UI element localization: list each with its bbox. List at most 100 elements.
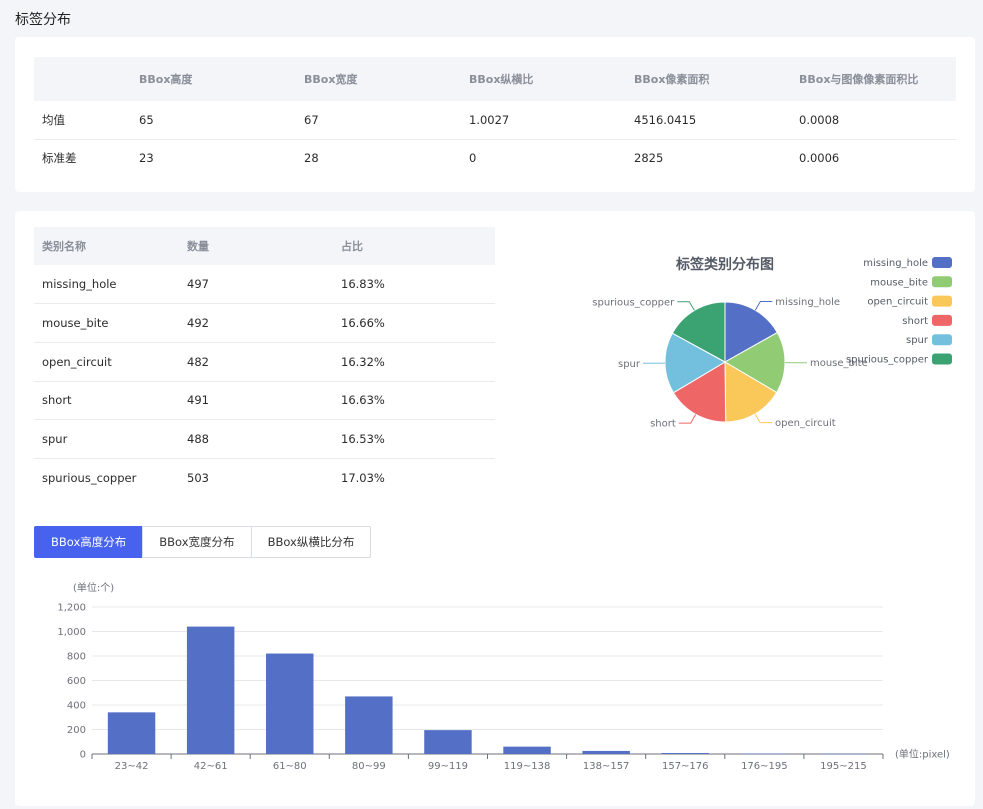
bar-80~99 (345, 696, 393, 754)
pie-slice-missing_hole (724, 301, 778, 363)
bar-61~80 (266, 653, 314, 754)
pie-title: 标签类别分布图 (675, 256, 774, 273)
table-cell: short (34, 381, 187, 421)
y-tick-label: 600 (67, 676, 86, 687)
bar-138~157 (582, 750, 630, 754)
bar-176~195 (740, 753, 789, 755)
table-cell: 4516.0415 (634, 101, 799, 140)
x-tick-label: 138~157 (583, 761, 630, 772)
table-cell: 0.0006 (799, 151, 840, 166)
y-tick-label: 200 (67, 725, 86, 736)
x-tick-label: 157~176 (662, 761, 709, 772)
table-cell: 23 (139, 151, 154, 166)
stats-header-cell: BBox与图像像素面积比 (799, 57, 956, 101)
table-row: spur 488 16.53% (34, 419, 495, 459)
table-cell: 0.0008 (799, 101, 956, 140)
bar-157~176 (661, 753, 709, 754)
table-cell: 16.63% (341, 381, 495, 421)
bbox-stats-table: BBox高度 BBox宽度 BBox纵横比 BBox像素面积 BBox与图像像素… (34, 57, 956, 177)
bbox-height-bar-chart: (单位:个) 0 200 400 600 800 1,000 1,200 23~42 42~61 6… (57, 581, 950, 772)
section-title: 标签分布 (15, 12, 71, 28)
stats-header-cell: BBox高度 (139, 57, 304, 101)
x-tick-label: 42~61 (194, 761, 228, 772)
bar-195~215 (819, 753, 868, 755)
table-cell: 16.66% (341, 303, 495, 343)
y-tick-label: 1,200 (57, 603, 86, 614)
table-cell: 16.83% (341, 265, 495, 305)
legend-label-short: short (902, 316, 928, 327)
table-cell: 28 (304, 151, 319, 166)
label-distribution-card: 类别名称 数量 占比 missing_hole 497 16.83% mouse… (15, 211, 975, 806)
x-tick-label: 195~215 (820, 761, 867, 772)
legend-swatch-spurious_copper (932, 353, 952, 365)
table-cell: 16.53% (341, 419, 495, 459)
x-tick-label: 61~80 (273, 761, 307, 772)
pie-slice-spurious_copper (671, 301, 726, 363)
table-row: 标准差 23 28 0 2825 0.0006 (34, 139, 956, 177)
pie-label-spurious_copper: spurious_copper (592, 297, 675, 308)
table-cell: 491 (187, 381, 341, 421)
stats-header-cell: BBox像素面积 (634, 57, 799, 101)
table-cell: 均值 (34, 101, 139, 140)
tab-bbox-aspect-ratio[interactable]: BBox纵横比分布 (250, 526, 372, 558)
x-tick-label: 119~138 (504, 761, 551, 772)
legend-swatch-open_circuit (932, 295, 952, 307)
class-table: 类别名称 数量 占比 missing_hole 497 16.83% mouse… (34, 227, 495, 497)
y-tick-label: 400 (67, 701, 86, 712)
x-axis-unit-label: (单位:pixel) (895, 748, 950, 761)
pie-label-missing_hole: missing_hole (775, 297, 840, 308)
pie-label-short: short (650, 419, 676, 430)
class-header-cell: 占比 (341, 227, 495, 265)
pie-leader-line (678, 414, 697, 424)
table-cell: 497 (187, 265, 341, 305)
table-cell: open_circuit (34, 342, 187, 382)
bar-99~119 (424, 730, 472, 754)
y-tick-label: 1,000 (57, 627, 86, 638)
table-row: open_circuit 482 16.32% (34, 342, 495, 382)
class-pie-chart: 标签类别分布图 missing_hole mouse_bite open_circui… (592, 256, 952, 430)
legend-label-mouse_bite: mouse_bite (870, 277, 928, 288)
x-tick-label: 23~42 (115, 761, 149, 772)
legend-label-spur: spur (906, 335, 929, 346)
stats-header-cell (34, 57, 139, 101)
table-cell: 67 (304, 101, 469, 140)
stats-header-cell: BBox宽度 (304, 57, 469, 101)
table-cell: 2825 (634, 151, 664, 166)
legend-label-missing_hole: missing_hole (863, 258, 928, 269)
pie-leader-line (754, 301, 773, 311)
table-cell: spurious_copper (42, 471, 137, 486)
pie-leader-line (677, 301, 695, 311)
table-row: missing_hole 497 16.83% (34, 265, 495, 305)
pie-label-open_circuit: open_circuit (775, 418, 836, 429)
pie-label-mouse_bite: mouse_bite (810, 358, 868, 369)
class-header-row: 类别名称 数量 占比 (34, 227, 495, 265)
class-header-cell: 数量 (187, 227, 341, 265)
bar-42~61 (186, 626, 235, 754)
stats-header-cell: BBox纵横比 (469, 57, 634, 101)
y-tick-label: 800 (67, 652, 86, 663)
pie-label-spur: spur (618, 359, 641, 370)
table-cell: 482 (187, 342, 341, 382)
table-cell: 0 (469, 151, 477, 166)
pie-slice-spur (664, 332, 727, 394)
table-cell: 488 (187, 419, 341, 459)
pie-leader-line (754, 413, 773, 424)
table-row: mouse_bite 492 16.66% (34, 303, 495, 343)
table-cell: missing_hole (34, 265, 187, 305)
table-cell: 65 (139, 101, 304, 140)
legend-swatch-short (932, 314, 952, 326)
pie-slice-open_circuit (724, 361, 778, 423)
table-row: 均值 65 67 1.0027 4516.0415 0.0008 (34, 101, 956, 140)
bar-23~42 (107, 712, 156, 754)
table-row: short 491 16.63% (34, 381, 495, 421)
tab-bbox-height[interactable]: BBox高度分布 (34, 526, 144, 558)
y-axis-unit-label: (单位:个) (73, 581, 114, 594)
legend-swatch-mouse_bite (932, 276, 952, 288)
table-cell: mouse_bite (34, 303, 187, 343)
table-cell: 503 (187, 471, 209, 486)
table-cell: 492 (187, 303, 341, 343)
table-cell: spur (34, 419, 187, 459)
stats-header-row: BBox高度 BBox宽度 BBox纵横比 BBox像素面积 BBox与图像像素… (34, 57, 956, 101)
tab-bbox-width[interactable]: BBox宽度分布 (142, 526, 252, 558)
bbox-stats-card: BBox高度 BBox宽度 BBox纵横比 BBox像素面积 BBox与图像像素… (15, 37, 975, 192)
